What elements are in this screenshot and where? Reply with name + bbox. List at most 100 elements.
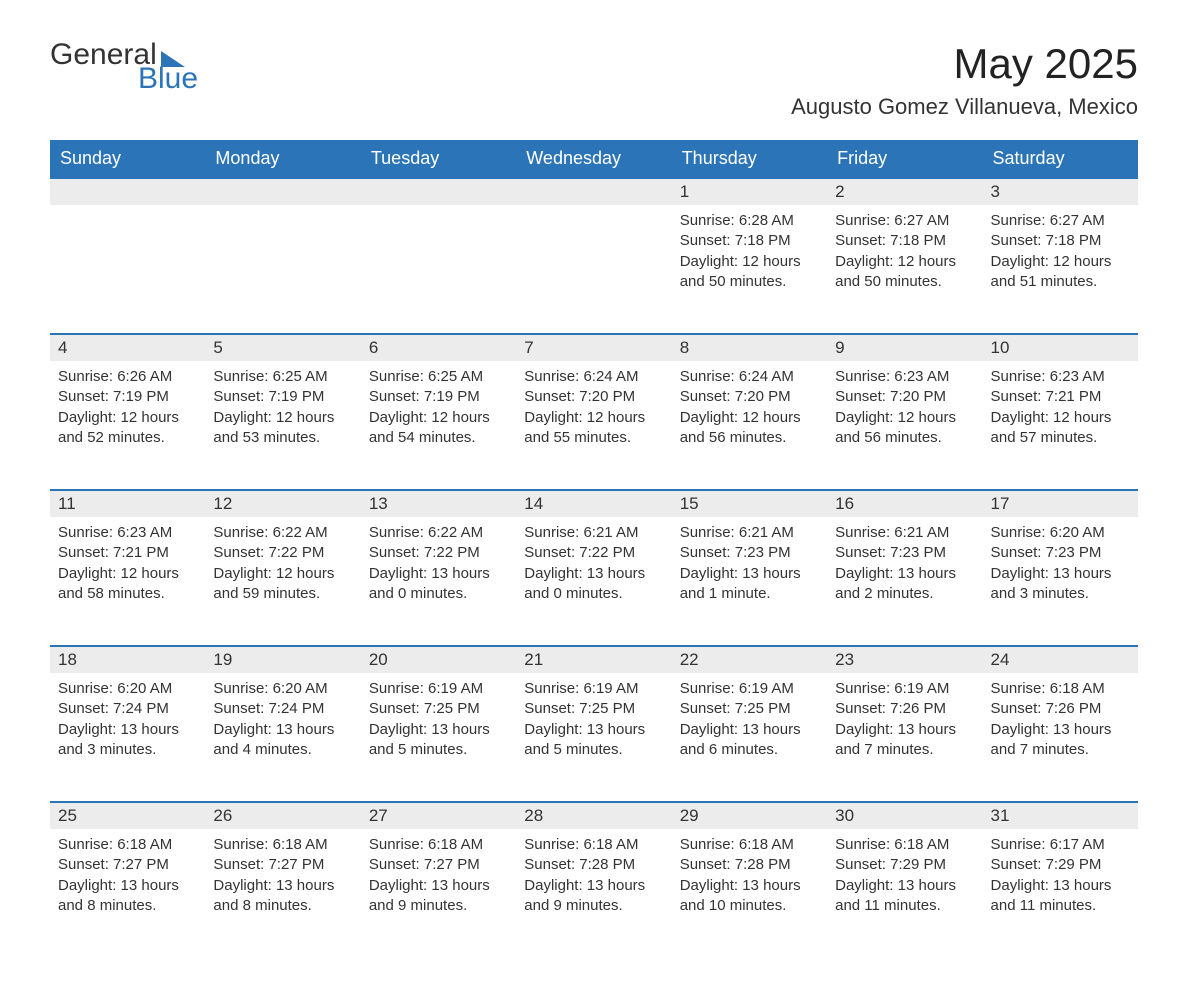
day-content bbox=[50, 205, 205, 225]
weekday-header: Friday bbox=[827, 140, 982, 177]
weekday-header: Saturday bbox=[983, 140, 1138, 177]
day-cell-number bbox=[50, 177, 205, 205]
sunrise-line: Sunrise: 6:23 AM bbox=[991, 367, 1130, 387]
daylight-line-2: and 50 minutes. bbox=[835, 272, 974, 292]
day-cell-number: 16 bbox=[827, 489, 982, 517]
week-daynum-row: 25262728293031 bbox=[50, 801, 1138, 829]
sunset-line: Sunset: 7:24 PM bbox=[58, 699, 197, 719]
day-content: Sunrise: 6:18 AMSunset: 7:27 PMDaylight:… bbox=[50, 829, 205, 930]
day-content: Sunrise: 6:25 AMSunset: 7:19 PMDaylight:… bbox=[361, 361, 516, 462]
daylight-line-2: and 11 minutes. bbox=[835, 896, 974, 916]
day-content: Sunrise: 6:23 AMSunset: 7:21 PMDaylight:… bbox=[983, 361, 1138, 462]
day-cell-content: Sunrise: 6:27 AMSunset: 7:18 PMDaylight:… bbox=[983, 205, 1138, 333]
daylight-line-1: Daylight: 12 hours bbox=[680, 408, 819, 428]
calendar-header: SundayMondayTuesdayWednesdayThursdayFrid… bbox=[50, 140, 1138, 177]
day-number: 31 bbox=[983, 801, 1138, 829]
sunrise-line: Sunrise: 6:23 AM bbox=[835, 367, 974, 387]
day-cell-number: 18 bbox=[50, 645, 205, 673]
day-cell-number bbox=[516, 177, 671, 205]
day-number: 10 bbox=[983, 333, 1138, 361]
sunrise-line: Sunrise: 6:24 AM bbox=[680, 367, 819, 387]
page-header: General Blue May 2025 Augusto Gomez Vill… bbox=[50, 40, 1138, 130]
day-cell-number: 8 bbox=[672, 333, 827, 361]
day-cell-number bbox=[205, 177, 360, 205]
day-content: Sunrise: 6:22 AMSunset: 7:22 PMDaylight:… bbox=[361, 517, 516, 618]
daylight-line-1: Daylight: 12 hours bbox=[835, 408, 974, 428]
week-daynum-row: 18192021222324 bbox=[50, 645, 1138, 673]
sunset-line: Sunset: 7:27 PM bbox=[213, 855, 352, 875]
day-content: Sunrise: 6:20 AMSunset: 7:23 PMDaylight:… bbox=[983, 517, 1138, 618]
daylight-line-2: and 51 minutes. bbox=[991, 272, 1130, 292]
daylight-line-2: and 55 minutes. bbox=[524, 428, 663, 448]
week-content-row: Sunrise: 6:20 AMSunset: 7:24 PMDaylight:… bbox=[50, 673, 1138, 801]
sunset-line: Sunset: 7:28 PM bbox=[680, 855, 819, 875]
calendar-body: 123Sunrise: 6:28 AMSunset: 7:18 PMDaylig… bbox=[50, 177, 1138, 957]
sunset-line: Sunset: 7:25 PM bbox=[524, 699, 663, 719]
day-cell-content: Sunrise: 6:27 AMSunset: 7:18 PMDaylight:… bbox=[827, 205, 982, 333]
daylight-line-1: Daylight: 13 hours bbox=[524, 876, 663, 896]
day-cell-content: Sunrise: 6:19 AMSunset: 7:25 PMDaylight:… bbox=[672, 673, 827, 801]
day-cell-content: Sunrise: 6:23 AMSunset: 7:21 PMDaylight:… bbox=[50, 517, 205, 645]
day-cell-number: 29 bbox=[672, 801, 827, 829]
sunset-line: Sunset: 7:27 PM bbox=[369, 855, 508, 875]
day-content: Sunrise: 6:18 AMSunset: 7:28 PMDaylight:… bbox=[672, 829, 827, 930]
day-number: 2 bbox=[827, 177, 982, 205]
weekday-header: Wednesday bbox=[516, 140, 671, 177]
day-cell-number: 26 bbox=[205, 801, 360, 829]
day-content: Sunrise: 6:23 AMSunset: 7:21 PMDaylight:… bbox=[50, 517, 205, 618]
day-number: 11 bbox=[50, 489, 205, 517]
day-cell-number: 28 bbox=[516, 801, 671, 829]
sunset-line: Sunset: 7:20 PM bbox=[835, 387, 974, 407]
sunset-line: Sunset: 7:26 PM bbox=[835, 699, 974, 719]
daylight-line-1: Daylight: 12 hours bbox=[991, 408, 1130, 428]
day-content: Sunrise: 6:20 AMSunset: 7:24 PMDaylight:… bbox=[205, 673, 360, 774]
daylight-line-2: and 58 minutes. bbox=[58, 584, 197, 604]
sunset-line: Sunset: 7:19 PM bbox=[213, 387, 352, 407]
day-cell-content: Sunrise: 6:18 AMSunset: 7:26 PMDaylight:… bbox=[983, 673, 1138, 801]
day-cell-number: 3 bbox=[983, 177, 1138, 205]
day-number: 20 bbox=[361, 645, 516, 673]
daylight-line-1: Daylight: 13 hours bbox=[835, 564, 974, 584]
day-content: Sunrise: 6:21 AMSunset: 7:22 PMDaylight:… bbox=[516, 517, 671, 618]
sunset-line: Sunset: 7:18 PM bbox=[680, 231, 819, 251]
day-content: Sunrise: 6:25 AMSunset: 7:19 PMDaylight:… bbox=[205, 361, 360, 462]
day-content: Sunrise: 6:19 AMSunset: 7:25 PMDaylight:… bbox=[361, 673, 516, 774]
day-number-empty bbox=[361, 177, 516, 205]
sunset-line: Sunset: 7:25 PM bbox=[369, 699, 508, 719]
daylight-line-1: Daylight: 13 hours bbox=[680, 564, 819, 584]
sunrise-line: Sunrise: 6:24 AM bbox=[524, 367, 663, 387]
daylight-line-1: Daylight: 12 hours bbox=[58, 564, 197, 584]
daylight-line-2: and 4 minutes. bbox=[213, 740, 352, 760]
day-cell-content: Sunrise: 6:26 AMSunset: 7:19 PMDaylight:… bbox=[50, 361, 205, 489]
sunrise-line: Sunrise: 6:22 AM bbox=[369, 523, 508, 543]
day-cell-number: 19 bbox=[205, 645, 360, 673]
day-content: Sunrise: 6:27 AMSunset: 7:18 PMDaylight:… bbox=[827, 205, 982, 306]
day-number: 7 bbox=[516, 333, 671, 361]
sunset-line: Sunset: 7:23 PM bbox=[835, 543, 974, 563]
day-number-empty bbox=[516, 177, 671, 205]
sunrise-line: Sunrise: 6:27 AM bbox=[835, 211, 974, 231]
daylight-line-2: and 7 minutes. bbox=[835, 740, 974, 760]
day-content: Sunrise: 6:19 AMSunset: 7:25 PMDaylight:… bbox=[672, 673, 827, 774]
sunset-line: Sunset: 7:22 PM bbox=[524, 543, 663, 563]
sunrise-line: Sunrise: 6:18 AM bbox=[58, 835, 197, 855]
daylight-line-2: and 11 minutes. bbox=[991, 896, 1130, 916]
daylight-line-2: and 59 minutes. bbox=[213, 584, 352, 604]
day-cell-content: Sunrise: 6:19 AMSunset: 7:25 PMDaylight:… bbox=[361, 673, 516, 801]
sunset-line: Sunset: 7:29 PM bbox=[991, 855, 1130, 875]
sunrise-line: Sunrise: 6:25 AM bbox=[213, 367, 352, 387]
daylight-line-1: Daylight: 12 hours bbox=[524, 408, 663, 428]
day-cell-number: 13 bbox=[361, 489, 516, 517]
day-cell-content: Sunrise: 6:22 AMSunset: 7:22 PMDaylight:… bbox=[205, 517, 360, 645]
day-cell-number: 12 bbox=[205, 489, 360, 517]
day-number: 3 bbox=[983, 177, 1138, 205]
day-number: 4 bbox=[50, 333, 205, 361]
sunset-line: Sunset: 7:19 PM bbox=[58, 387, 197, 407]
daylight-line-2: and 10 minutes. bbox=[680, 896, 819, 916]
day-content: Sunrise: 6:18 AMSunset: 7:29 PMDaylight:… bbox=[827, 829, 982, 930]
week-daynum-row: 45678910 bbox=[50, 333, 1138, 361]
day-content: Sunrise: 6:17 AMSunset: 7:29 PMDaylight:… bbox=[983, 829, 1138, 930]
day-number: 29 bbox=[672, 801, 827, 829]
page-title: May 2025 bbox=[791, 40, 1138, 88]
day-number: 23 bbox=[827, 645, 982, 673]
